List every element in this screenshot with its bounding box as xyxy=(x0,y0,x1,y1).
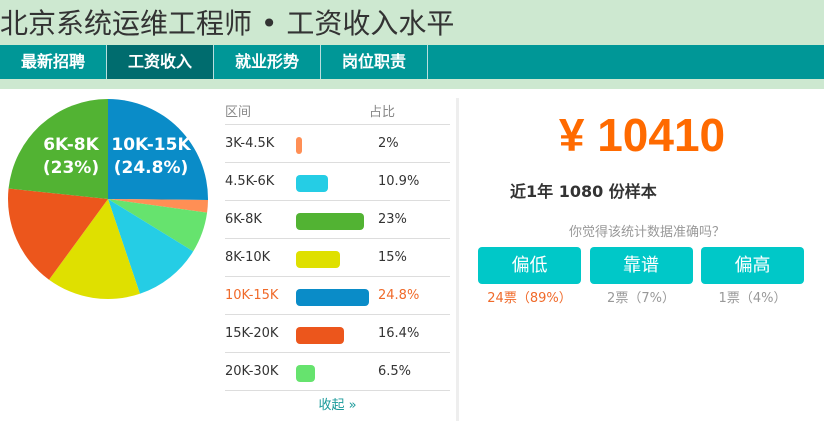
pie-label: (23%) xyxy=(43,158,99,178)
row-bar xyxy=(296,251,341,268)
row-bar xyxy=(296,175,329,192)
salary-pie-chart: 6K-8K (23%) 10K-15K (24.8%) xyxy=(7,99,209,299)
pie-slice-10K-15K xyxy=(108,99,209,200)
pie-slice-15K-20K xyxy=(7,188,109,280)
row-ratio: 16.4% xyxy=(378,326,420,341)
row-bar xyxy=(296,365,316,382)
row-ratio: 23% xyxy=(378,212,407,227)
table-header: 区间 占比 xyxy=(225,96,450,125)
divider xyxy=(456,98,459,421)
pie-label: 10K-15K xyxy=(111,135,191,155)
tab-2[interactable]: 就业形势 xyxy=(214,45,321,79)
row-ratio: 10.9% xyxy=(378,174,420,189)
row-ratio: 24.8% xyxy=(378,288,420,303)
row-range: 4.5K-6K xyxy=(225,174,275,189)
table-row: 10K-15K 24.8% xyxy=(225,277,450,315)
pie-label: (24.8%) xyxy=(114,158,189,178)
row-bar xyxy=(296,213,364,230)
pie-slice-3K-4.5K xyxy=(108,199,208,213)
row-bar xyxy=(296,327,345,344)
vote-count: 2票（7%） xyxy=(607,291,675,306)
row-range: 3K-4.5K xyxy=(225,136,275,151)
vote-count: 24票（89%） xyxy=(487,291,572,306)
page-title: 北京系统运维工程师 • 工资收入水平 xyxy=(0,7,455,40)
tab-0[interactable]: 最新招聘 xyxy=(0,45,107,79)
salary-distribution-table: 区间 占比 3K-4.5K 2% 4.5K-6K 10.9% 6K-8K 23% 8K… xyxy=(225,96,450,413)
vote-count: 1票（4%） xyxy=(718,291,787,306)
row-ratio: 2% xyxy=(378,136,399,151)
vote-button-1[interactable]: 靠谱 xyxy=(589,247,693,284)
pie-label: 6K-8K xyxy=(43,135,99,155)
vote-button-0[interactable]: 偏低 xyxy=(478,247,581,284)
tab-1[interactable]: 工资收入 xyxy=(107,45,214,79)
collapse-link[interactable]: 收起 » xyxy=(318,398,357,413)
row-range: 20K-30K xyxy=(225,364,279,379)
table-row: 6K-8K 23% xyxy=(225,201,450,239)
sample-count: 近1年 1080 份样本 xyxy=(510,182,657,201)
header-range: 区间 xyxy=(225,105,252,120)
table-row: 4.5K-6K 10.9% xyxy=(225,163,450,201)
pie-slice-6K-8K xyxy=(8,99,108,199)
tab-3[interactable]: 岗位职责 xyxy=(321,45,428,79)
table-row: 15K-20K 16.4% xyxy=(225,315,450,353)
nav-bar: 最新招聘 工资收入 就业形势 岗位职责 xyxy=(0,45,824,79)
row-range: 8K-10K xyxy=(225,250,271,265)
vote-button-2[interactable]: 偏高 xyxy=(701,247,804,284)
pie-slice-8K-10K xyxy=(49,199,140,299)
row-range: 10K-15K xyxy=(225,288,279,303)
header-ratio: 占比 xyxy=(369,105,396,120)
row-bar xyxy=(296,289,370,306)
table-row: 3K-4.5K 2% xyxy=(225,125,450,163)
pie-slice-20K-30K xyxy=(108,199,208,252)
table-row: 8K-10K 15% xyxy=(225,239,450,277)
table-row: 20K-30K 6.5% xyxy=(225,353,450,391)
row-ratio: 6.5% xyxy=(378,364,412,379)
row-bar xyxy=(296,137,302,154)
page-header: 北京系统运维工程师 • 工资收入水平 最新招聘 工资收入 就业形势 岗位职责 xyxy=(0,0,824,89)
row-range: 15K-20K xyxy=(225,326,279,341)
pie-slice-4.5K-6K xyxy=(108,199,194,294)
row-range: 6K-8K xyxy=(225,212,262,227)
row-ratio: 15% xyxy=(378,250,407,265)
accuracy-question: 你觉得该统计数据准确吗？ xyxy=(568,225,725,240)
average-salary: ¥ 10410 xyxy=(558,109,726,161)
